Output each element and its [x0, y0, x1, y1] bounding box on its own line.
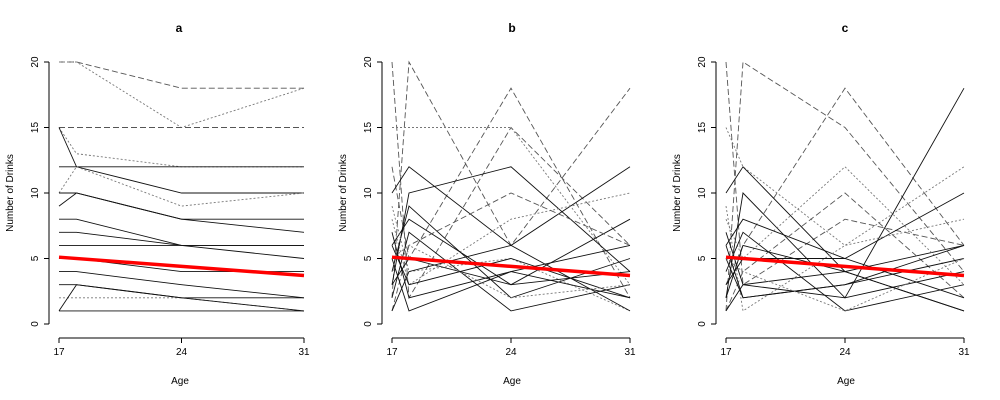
series-line	[391, 192, 631, 312]
trend-line-group	[725, 255, 965, 278]
series-line	[725, 87, 965, 285]
y-tick-label: 20	[363, 56, 374, 68]
y-tick-label: 5	[30, 255, 41, 261]
series-line	[725, 61, 965, 311]
y-tick-label: 15	[30, 122, 41, 134]
series-line	[391, 87, 631, 299]
series-line	[58, 192, 305, 233]
series-line	[725, 192, 965, 312]
trend-line	[58, 255, 305, 278]
series-line	[725, 192, 965, 259]
y-tick-label: 0	[30, 321, 41, 327]
series-lines	[58, 61, 305, 312]
series-line	[725, 258, 965, 312]
y-tick-label: 0	[363, 321, 374, 327]
series-line	[725, 87, 965, 299]
series-line	[58, 284, 305, 312]
x-tick-label: 24	[839, 347, 851, 358]
x-tick-label: 31	[624, 347, 636, 358]
panel-c: c 0 5 10 15 20 17 24 31 Age Number of Drinks	[672, 21, 970, 387]
series-line	[391, 244, 631, 312]
x-axis-label: Age	[171, 376, 189, 387]
y-tick-label: 5	[363, 255, 374, 261]
y-tick-label: 20	[30, 56, 41, 68]
y-tick-label: 15	[697, 122, 708, 134]
series-line	[725, 166, 965, 273]
axes: 0 5 10 15 20 17 24 31	[363, 56, 636, 358]
panel-title: c	[842, 21, 849, 35]
y-tick-label: 10	[30, 187, 41, 199]
x-tick-label: 31	[298, 347, 310, 358]
series-line	[725, 271, 965, 312]
trend-line-group	[391, 255, 631, 278]
panel-title: a	[176, 21, 183, 35]
y-tick-label: 10	[697, 187, 708, 199]
series-line	[725, 231, 965, 312]
y-axis-label: Number of Drinks	[338, 154, 349, 232]
y-tick-label: 10	[363, 187, 374, 199]
series-lines	[391, 60, 631, 312]
series-line	[725, 166, 965, 286]
series-line	[58, 127, 304, 194]
series-line	[58, 166, 305, 207]
y-axis-label: Number of Drinks	[672, 154, 683, 232]
panel-a: a 0 5 10 15 20 17 24 31 Age Number of Drinks	[5, 21, 310, 387]
x-tick-label: 31	[958, 347, 970, 358]
panel-title: b	[508, 21, 515, 35]
panel-b: b 0 5 10 15 20 17 24 31 Age Number of Drinks	[338, 21, 636, 387]
y-tick-label: 15	[363, 122, 374, 134]
axes: 0 5 10 15 20 17 24 31	[30, 56, 310, 358]
series-line	[59, 61, 305, 128]
series-line	[58, 127, 304, 168]
series-line	[391, 205, 631, 312]
x-tick-label: 17	[720, 347, 732, 358]
series-line	[725, 127, 965, 246]
y-tick-label: 20	[697, 56, 708, 68]
trend-line	[725, 255, 965, 278]
series-line	[391, 244, 631, 312]
trend-line-group	[58, 255, 305, 278]
x-axis-label: Age	[503, 376, 521, 387]
y-tick-label: 5	[697, 255, 708, 261]
y-tick-label: 0	[697, 321, 708, 327]
x-tick-label: 17	[386, 347, 398, 358]
x-tick-label: 24	[176, 347, 188, 358]
x-axis-label: Age	[837, 376, 855, 387]
x-tick-label: 17	[53, 347, 65, 358]
series-line	[59, 271, 305, 299]
x-tick-label: 24	[505, 347, 517, 358]
y-axis-label: Number of Drinks	[5, 154, 16, 232]
series-line	[59, 231, 305, 259]
axes: 0 5 10 15 20 17 24 31	[697, 56, 970, 358]
trend-line	[391, 255, 631, 278]
